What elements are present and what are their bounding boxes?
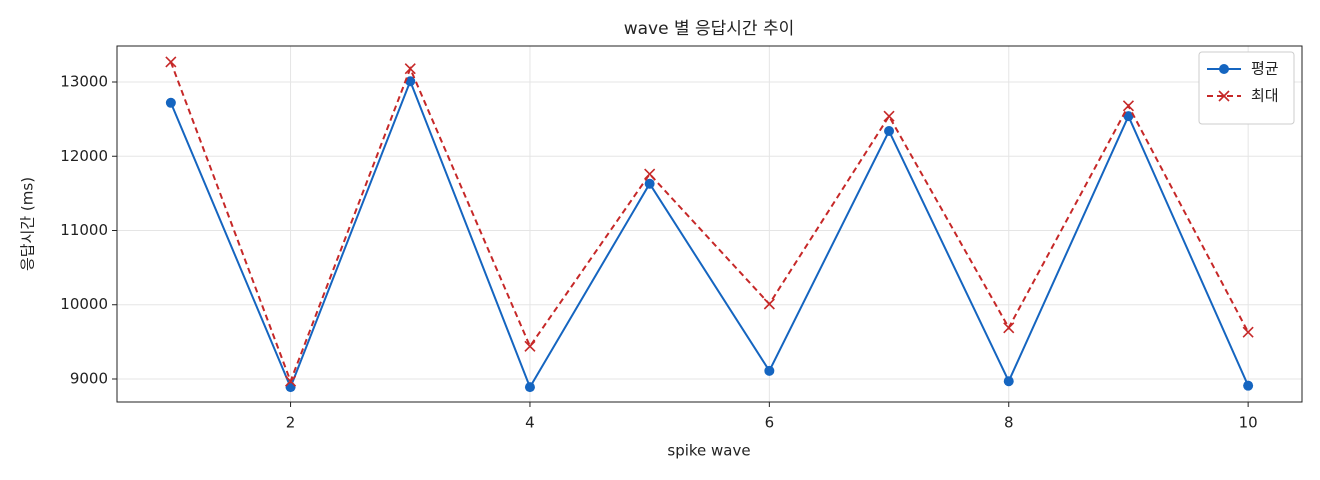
x-tick-label: 4 [525,414,535,432]
marker [1219,64,1229,74]
marker [1243,380,1254,391]
y-tick-label: 11000 [60,221,108,239]
marker-stroke [763,298,775,310]
marker-stroke [165,56,177,68]
marker [524,340,536,352]
marker [1003,322,1015,334]
marker-stroke [1218,90,1230,102]
x-tick-label: 8 [1004,414,1014,432]
marker [883,110,895,122]
marker [1218,90,1230,102]
marker-stroke [644,168,656,180]
marker-stroke [284,375,297,387]
x-tick-label: 6 [765,414,775,432]
marker-stroke [524,340,536,352]
x-tick-label: 2 [286,414,296,432]
marker-stroke [404,63,416,75]
marker [524,382,535,393]
marker [404,63,416,75]
y-tick-label: 13000 [60,73,108,91]
marker [1003,376,1014,387]
legend-box [1198,51,1295,125]
legend-label: 최대 [1251,87,1279,105]
marker [884,126,895,137]
marker [284,375,297,387]
chart-title: wave 별 응답시간 추이 [624,19,795,39]
marker [405,76,416,87]
marker [763,298,775,310]
marker [165,56,177,68]
y-axis-label: 응답시간 (ms) [19,177,37,271]
plot-frame [116,45,1303,403]
marker [165,97,176,108]
marker-stroke [1122,100,1135,112]
marker [764,365,775,376]
series-line [169,61,1250,385]
legend-label: 평균 [1251,60,1279,78]
y-tick-label: 10000 [60,295,108,313]
marker-stroke [1242,326,1254,338]
marker-stroke [883,110,895,122]
marker [1123,111,1134,122]
marker [644,168,656,180]
marker-stroke [1003,322,1015,334]
y-tick-label: 12000 [60,147,108,165]
x-tick-label: 10 [1239,414,1258,432]
marker [644,178,655,189]
y-tick-label: 9000 [70,369,108,387]
series-line [169,78,1250,390]
x-axis-label: spike wave [667,442,750,460]
marker [1122,100,1135,112]
marker [1242,326,1254,338]
